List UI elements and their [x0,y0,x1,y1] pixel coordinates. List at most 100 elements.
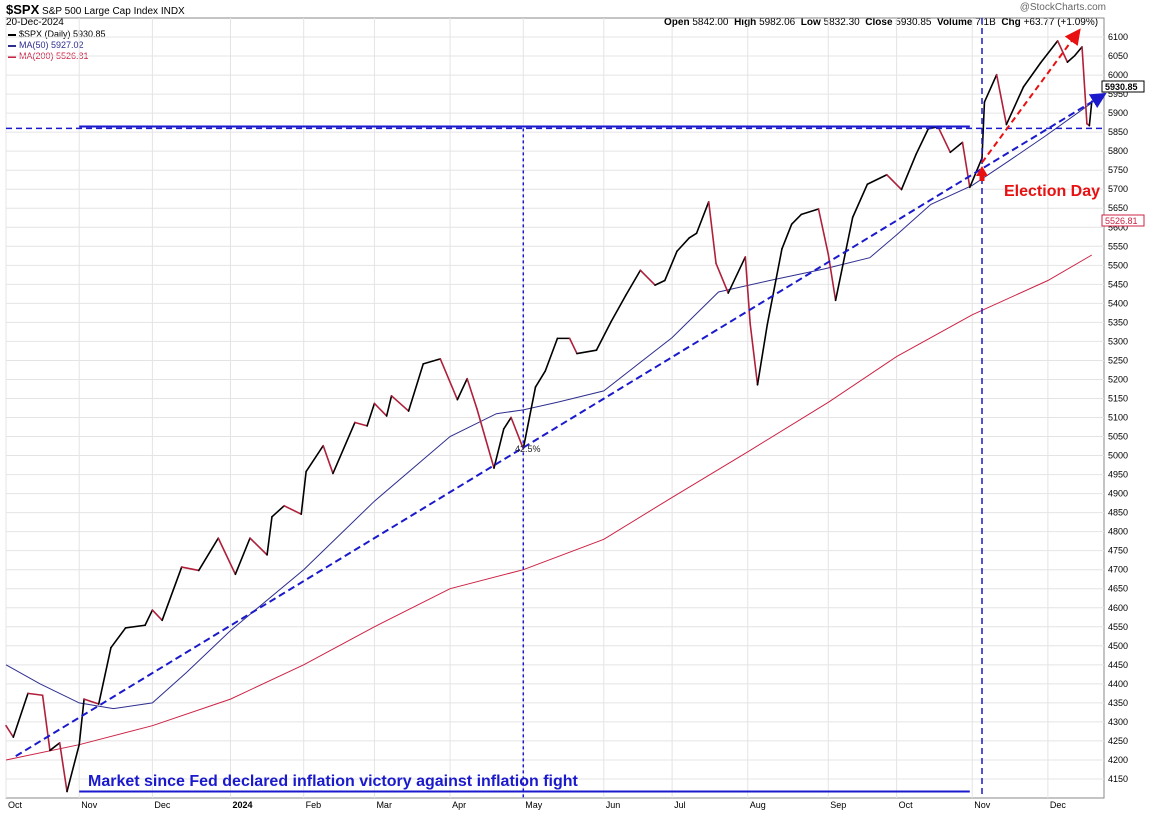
price-segment [1039,40,1059,64]
y-tick-label: 4400 [1108,679,1128,689]
y-tick-label: 4850 [1108,508,1128,518]
price-segment [510,416,525,450]
y-tick-label: 5850 [1108,127,1128,137]
price-tag-box [1101,80,1145,93]
price-segment [886,173,903,191]
up-arrow-icon [976,166,988,181]
chart-caption: Market since Fed declared inflation vict… [88,773,579,790]
plot-frame [5,17,1105,799]
price-segment [502,416,512,430]
price-segment [961,141,971,189]
open-label: Open [664,17,690,28]
price-segment [1022,62,1042,88]
price-segment [949,141,964,154]
price-segment [851,183,869,219]
y-tick-label: 5100 [1108,413,1128,423]
low-value: 5832.30 [823,17,860,28]
price-segment [624,269,642,297]
price-segment [144,609,154,627]
price-segment [366,402,376,427]
x-tick-label: Apr [452,800,466,810]
volume-value: 7.1B [975,17,996,28]
price-segment [27,692,44,697]
price-tag: 5930.85 [1105,82,1138,92]
price-segment [300,470,307,515]
price-segment [249,537,268,556]
price-segment [439,358,459,401]
election-day-label: Election Day [1004,183,1100,200]
price-segment [197,537,220,572]
price-segment [373,402,388,417]
y-tick-label: 4450 [1108,660,1128,670]
x-tick-label: Oct [8,800,23,810]
price-segment [1081,46,1088,125]
y-tick-label: 4550 [1108,622,1128,632]
price-segment [1005,86,1025,126]
price-segment [688,232,698,239]
y-tick-label: 4150 [1108,774,1128,784]
ma200-tag-box [1101,214,1145,227]
y-tick-label: 4300 [1108,717,1128,727]
y-tick-label: 4600 [1108,603,1128,613]
open-value: 5842.00 [692,17,729,28]
price-segment [900,153,917,191]
price-segment [654,279,666,286]
price-segment [866,173,888,186]
legend-swatch-ma50 [8,44,16,47]
price-segment [756,323,769,386]
price-segment [322,444,334,475]
high-value: 5982.06 [759,17,796,28]
price-segment [834,216,854,302]
y-tick-label: 4700 [1108,565,1128,575]
y-tick-label: 5800 [1108,146,1128,156]
chg-label: Chg [1001,17,1021,28]
low-label: Low [800,17,821,28]
y-tick-label: 5650 [1108,203,1128,213]
close-label: Close [865,17,893,28]
price-segment [544,337,559,372]
price-segment [476,407,495,469]
price-segment [534,370,547,388]
high-label: High [734,17,757,28]
y-tick-label: 5300 [1108,336,1128,346]
ma200-tag: 5526.81 [1105,216,1138,226]
y-tick-label: 5200 [1108,374,1128,384]
volume-label: Volume [937,17,973,28]
chart-header: $SPX S&P 500 Large Cap Index INDX [6,2,185,17]
price-segment [234,537,251,576]
price-segment [83,698,100,705]
ticker-symbol: $SPX [6,2,40,17]
legend-ma50: MA(50) 5927.02 [8,40,84,50]
price-segment [695,200,710,235]
price-segment [161,566,183,622]
x-tick-label: 2024 [232,800,252,810]
axis-layer: 4150 4200 4250 4300 4350 4400 4450 4500 4550 4600… [8,32,1128,810]
price-segment [995,73,1008,126]
price-segment [332,421,356,475]
legend-swatch-ma200 [8,55,16,58]
price-segment [180,566,200,572]
y-tick-label: 5150 [1108,393,1128,403]
y-tick-label: 5900 [1108,108,1128,118]
price-segment [639,269,656,286]
price-segment [1056,40,1069,63]
y-tick-label: 5600 [1108,222,1128,232]
x-tick-label: Jun [606,800,621,810]
price-segment [522,386,537,450]
price-segment [937,126,952,154]
quote-summary: Open 5842.00 High 5982.06 Low 5832.30 Cl… [664,17,1098,28]
price-segment [715,262,730,294]
price-segment [456,377,468,401]
y-tick-label: 5000 [1108,451,1128,461]
x-tick-label: Jul [674,800,686,810]
grid-layer [5,18,1104,798]
chart-date: 20-Dec-2024 [6,17,64,28]
x-tick-label: Sep [830,800,846,810]
price-segment [49,742,61,752]
price-segment [749,323,759,386]
price-segment [78,698,85,746]
y-tick-label: 4650 [1108,584,1128,594]
price-segment [124,624,146,629]
legend-label-ma50: MA(50) 5927.02 [19,40,84,50]
